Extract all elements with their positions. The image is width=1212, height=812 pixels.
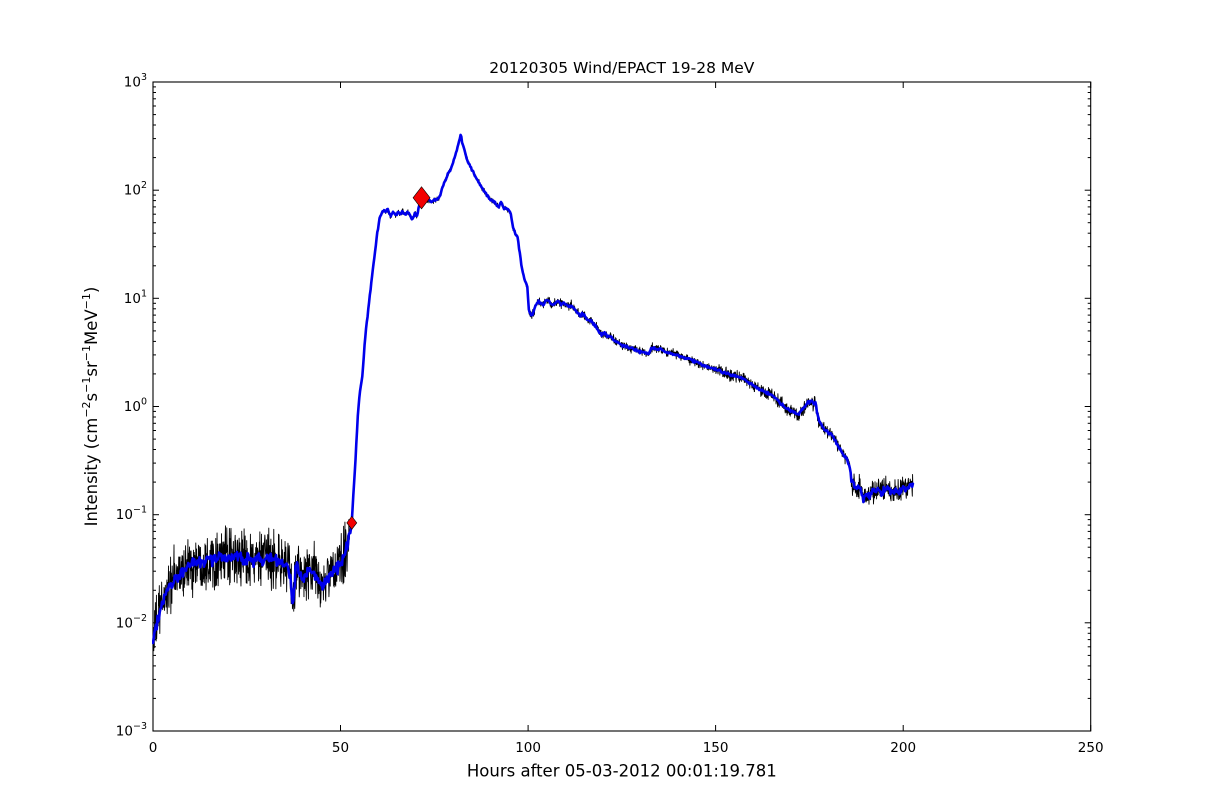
- x-tick-label: 0: [149, 740, 158, 756]
- x-tick-label: 250: [1078, 740, 1104, 756]
- x-axis-label: Hours after 05-03-2012 00:01:19.781: [467, 762, 777, 781]
- x-tick-label: 100: [515, 740, 541, 756]
- axes-layer: 0 50 100 150 200 250 103 102 101 100 10−1 10−2 10−3: [116, 72, 1104, 756]
- y-tick-label: 10−3: [116, 721, 147, 740]
- y-tick-label: 10−2: [116, 613, 147, 632]
- plot-frame: [152, 81, 1092, 732]
- y-tick-label: 101: [124, 288, 147, 307]
- x-tick-label: 50: [332, 740, 349, 756]
- series-layer: [152, 133, 915, 652]
- x-tick-label: 200: [890, 740, 916, 756]
- y-tick-label: 10−1: [116, 505, 147, 524]
- event-marker-diamond: [412, 186, 431, 210]
- marker-layer: [346, 186, 431, 530]
- x-tick-label: 150: [703, 740, 729, 756]
- y-axis-label: Intensity (cm−2s−1sr−1MeV−1): [80, 287, 101, 527]
- smoothed-intensity-line: [152, 133, 915, 645]
- y-tick-label: 100: [124, 397, 147, 416]
- chart-title: 20120305 Wind/EPACT 19-28 MeV: [489, 59, 755, 77]
- y-tick-label: 103: [124, 72, 147, 91]
- y-tick-label: 102: [124, 180, 147, 199]
- event-marker-diamond: [346, 515, 358, 530]
- raw-intensity-line: [152, 135, 914, 652]
